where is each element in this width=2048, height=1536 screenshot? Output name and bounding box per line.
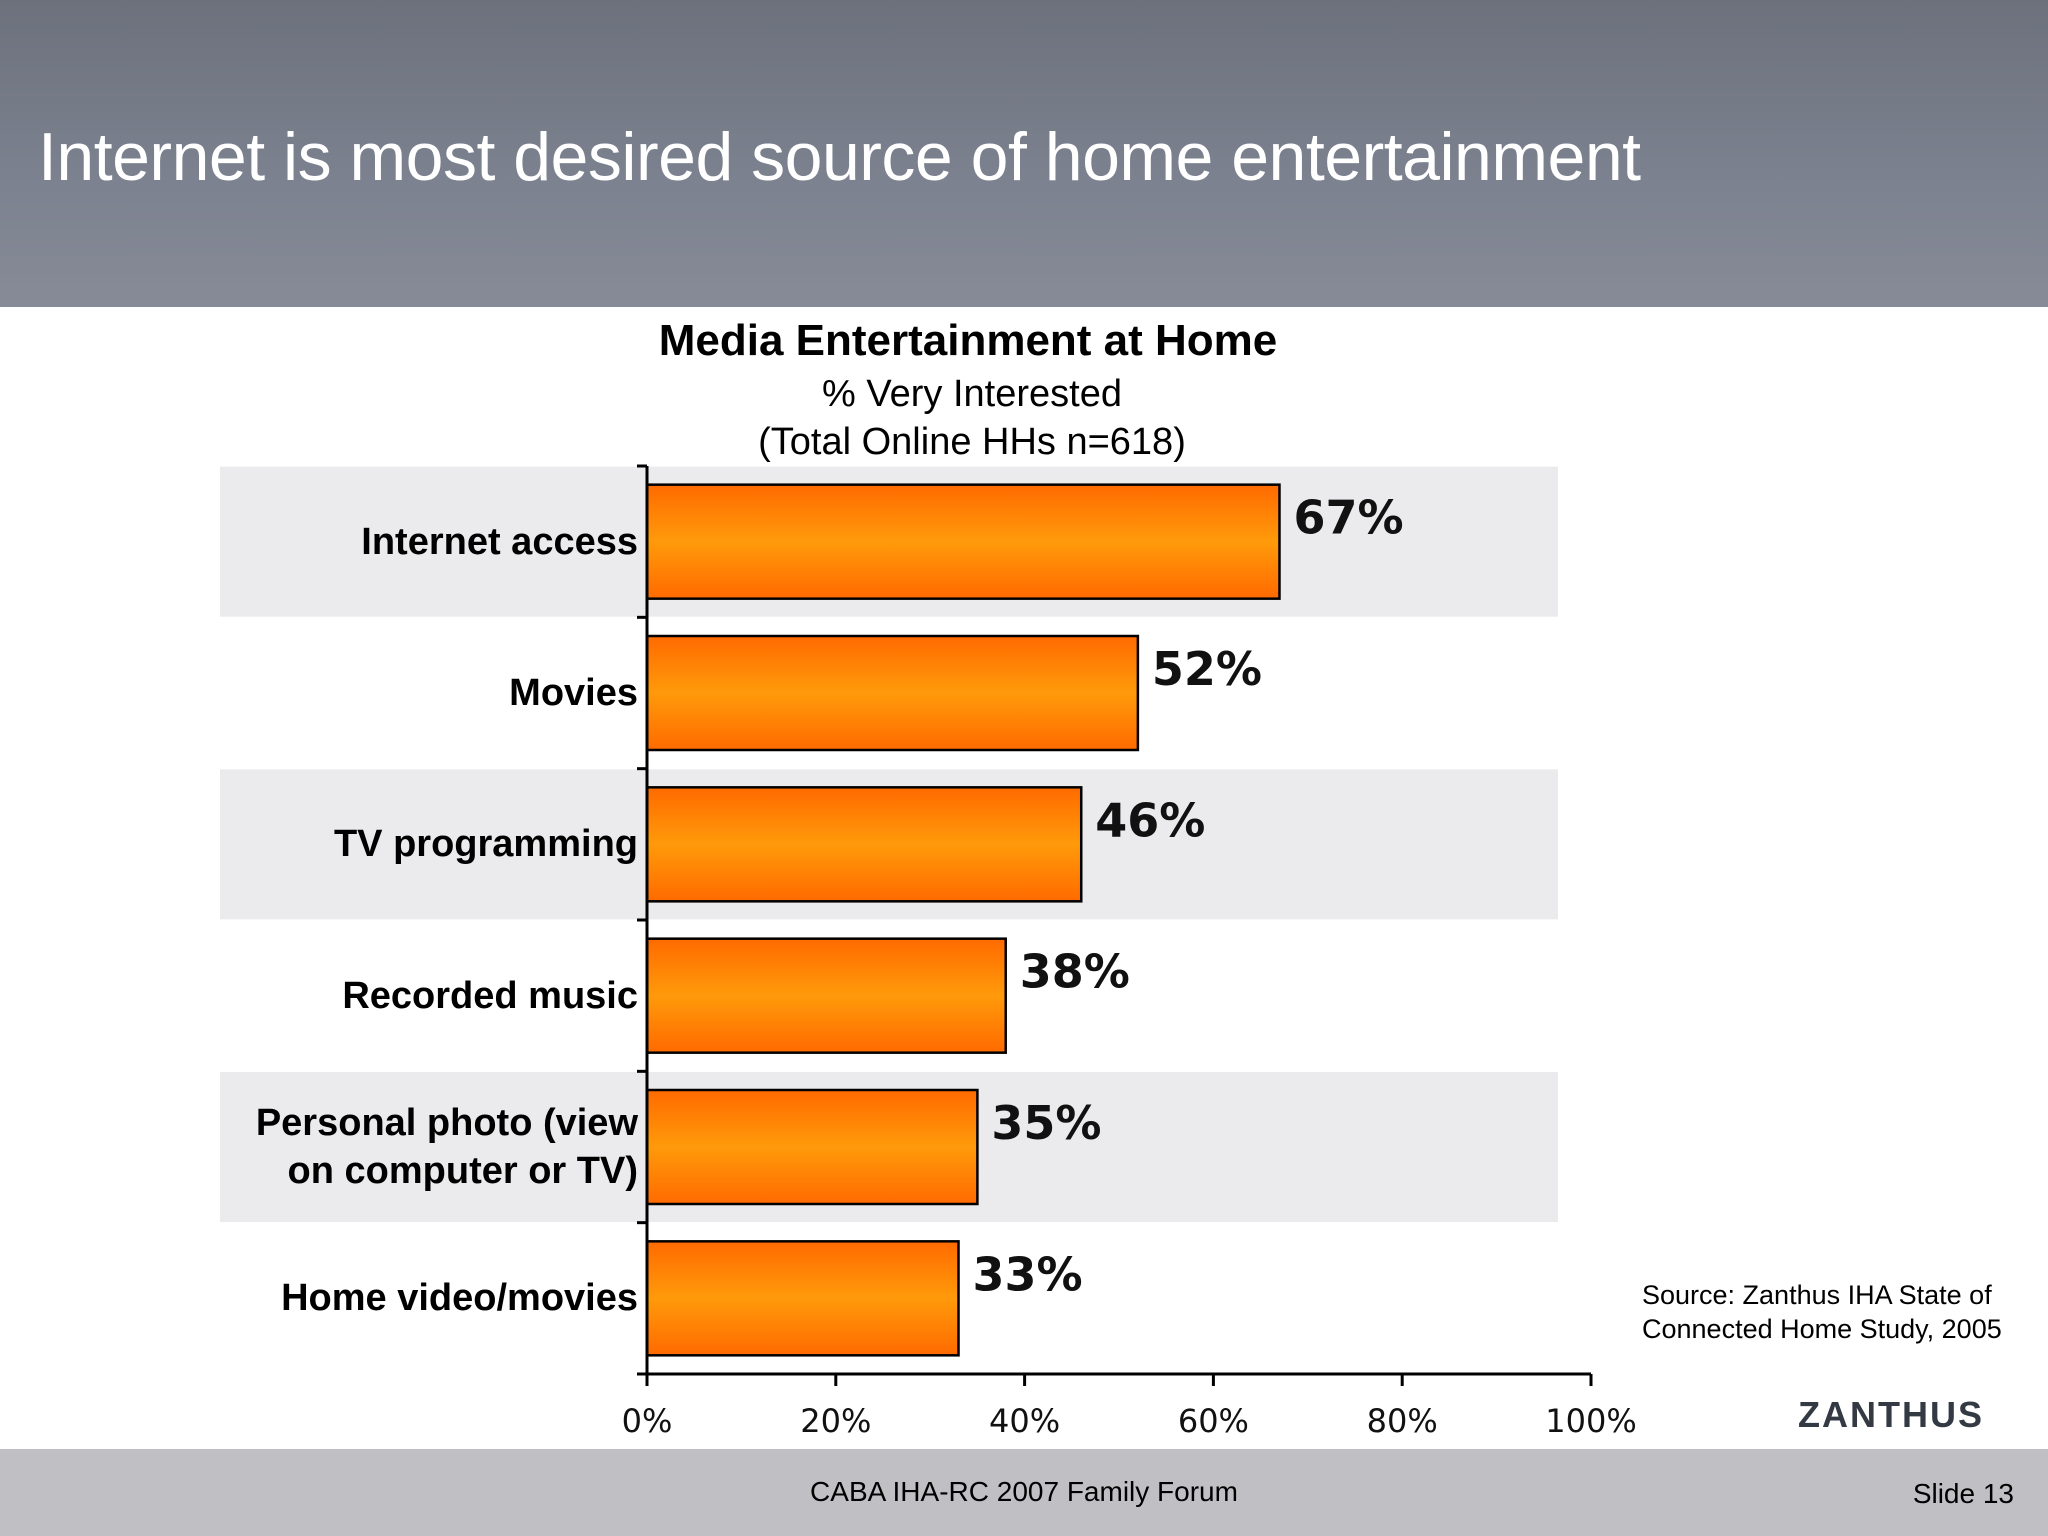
zanthus-logo: ZANTHUS	[1798, 1394, 1984, 1435]
bar-value-label: 33%	[973, 1247, 1083, 1301]
slide-number: Slide 13	[1912, 1478, 2014, 1509]
category-label-line: Movies	[509, 672, 638, 714]
chart-subtitle-line-2: (Total Online HHs n=618)	[758, 421, 1186, 463]
x-tick-label: 0%	[622, 1402, 673, 1440]
category-label: TV programming	[334, 820, 638, 868]
x-tick-label: 60%	[1178, 1402, 1249, 1440]
category-label: Movies	[509, 669, 638, 717]
bar-value-label: 38%	[1020, 945, 1130, 999]
category-label: Personal photo (view on computer or TV)	[256, 1099, 638, 1195]
footer-event-name: CABA IHA-RC 2007 Family Forum	[810, 1476, 1238, 1507]
category-label: Recorded music	[342, 972, 638, 1020]
category-label: Internet access	[361, 518, 638, 566]
bar-value-label: 46%	[1095, 793, 1205, 847]
category-label-line: TV programming	[333, 823, 638, 866]
category-label: Home video/movies	[281, 1274, 638, 1322]
category-label-line: Recorded music	[342, 974, 638, 1017]
category-label-line: Internet access	[361, 520, 638, 563]
bar	[645, 634, 1140, 752]
bar-value-label: 52%	[1152, 642, 1262, 696]
slide-footer	[0, 1449, 2048, 1536]
bar	[645, 483, 1281, 600]
source-note: Source: Zanthus IHA State of Connected H…	[1642, 1278, 2002, 1346]
x-tick-label: 80%	[1367, 1402, 1438, 1440]
category-label-line: on computer or TV)	[287, 1150, 638, 1192]
source-line-1: Source: Zanthus IHA State of	[1642, 1280, 1992, 1310]
category-label-line: Personal photo (view	[255, 1102, 638, 1144]
x-tick-label: 40%	[989, 1402, 1060, 1440]
bar	[645, 937, 1007, 1054]
slide-header: Internet is most desired source of home …	[0, 0, 2048, 307]
category-label-line: Home video/movies	[281, 1277, 638, 1320]
bar-value-label: 35%	[991, 1096, 1101, 1150]
bar-value-label: 67%	[1293, 491, 1403, 545]
x-tick-label: 20%	[800, 1402, 871, 1440]
slide-title: Internet is most desired source of home …	[38, 119, 1641, 195]
chart-title: Media Entertainment at Home	[658, 316, 1278, 365]
chart-subtitle-line-1: % Very Interested	[822, 373, 1122, 415]
bar	[645, 1240, 960, 1357]
bar	[645, 1088, 979, 1206]
bar	[645, 786, 1083, 903]
chart-subtitle: % Very Interested (Total Online HHs n=61…	[0, 370, 1944, 466]
source-line-2: Connected Home Study, 2005	[1642, 1314, 2002, 1344]
x-tick-label: 100%	[1545, 1402, 1636, 1440]
